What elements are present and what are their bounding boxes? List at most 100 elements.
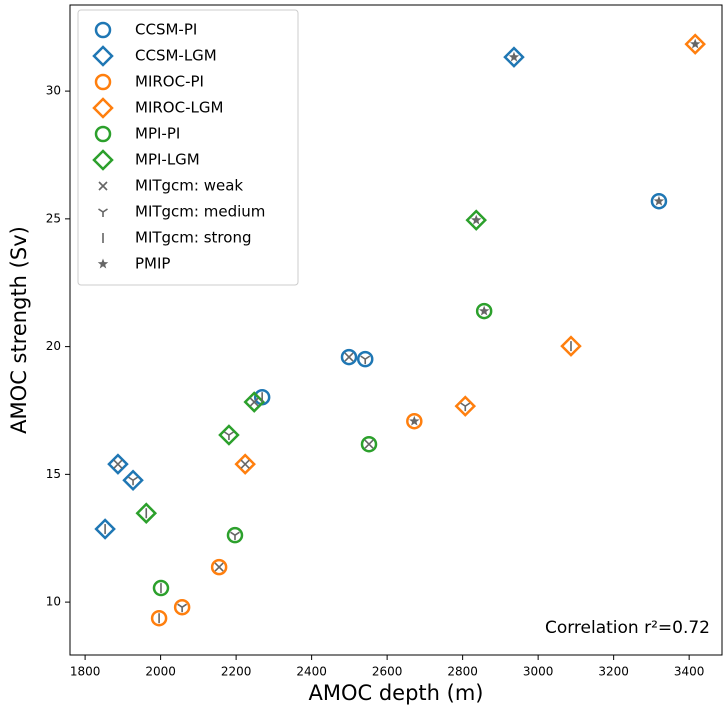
legend-marker [92, 149, 114, 171]
marker-x [364, 439, 374, 449]
marker-x [344, 352, 354, 362]
marker-x [98, 181, 108, 191]
x-tick-label: 2600 [372, 665, 403, 679]
data-point [465, 209, 487, 231]
y-tick-label: 15 [46, 467, 61, 481]
marker-star [97, 258, 109, 269]
marker-diamond [122, 469, 144, 492]
legend-label: MIROC-PI [135, 73, 204, 91]
marker-circle [340, 348, 358, 366]
marker-diamond [92, 149, 114, 171]
marker-x [240, 459, 250, 469]
marker-diamond [465, 209, 487, 231]
data-point [230, 531, 240, 541]
marker-star [470, 214, 482, 225]
marker-diamond [92, 45, 114, 67]
data-point [177, 603, 188, 613]
legend-marker [94, 125, 112, 143]
data-point [128, 476, 138, 486]
marker-star [689, 38, 701, 49]
legend-marker [98, 181, 108, 191]
marker-circle [226, 526, 244, 544]
legend-label: PMIP [135, 255, 170, 273]
y-axis-label: AMOC strength (Sv) [7, 226, 31, 434]
x-tick-label: 3400 [674, 665, 705, 679]
data-point [409, 415, 420, 426]
marker-tri [128, 476, 138, 486]
marker-circle [210, 558, 228, 576]
y-tick-label: 10 [46, 595, 61, 609]
x-tick-label: 3200 [598, 665, 629, 679]
legend-label: MPI-LGM [135, 151, 200, 169]
data-point [360, 435, 378, 453]
x-tick-label: 2400 [296, 665, 327, 679]
plot-frame [69, 4, 723, 656]
legend-label: MIROC-LGM [135, 99, 223, 117]
marker-x [214, 562, 224, 572]
data-point [460, 402, 471, 412]
data-point [243, 391, 266, 413]
legend-marker [92, 45, 114, 67]
marker-tri [177, 603, 188, 613]
data-point [226, 526, 244, 544]
x-tick-label: 2000 [145, 665, 176, 679]
data-point [689, 38, 701, 49]
data-point [340, 348, 358, 366]
annotation: Correlation r²=0.72 [545, 618, 710, 638]
marker-circle [360, 435, 378, 453]
legend-label: CCSM-PI [135, 21, 197, 39]
x-tick-label: 1800 [70, 665, 101, 679]
marker-diamond [94, 518, 116, 540]
data-point [113, 459, 123, 469]
marker-circle [475, 302, 493, 320]
data-point [650, 192, 668, 210]
data-point [150, 609, 168, 627]
legend-marker [92, 97, 114, 119]
x-tick-label: 3000 [523, 665, 554, 679]
data-point [475, 302, 493, 320]
x-tick-label: 2800 [447, 665, 478, 679]
data-point [360, 355, 371, 365]
marker-circle [94, 73, 112, 91]
marker-diamond [503, 46, 525, 68]
marker-circle [94, 21, 112, 39]
marker-diamond [218, 424, 240, 446]
legend-marker [94, 73, 112, 91]
marker-circle [94, 125, 112, 143]
marker-tri [460, 402, 471, 412]
data-point [684, 33, 706, 55]
data-point [223, 431, 234, 441]
marker-diamond [560, 335, 582, 357]
marker-diamond [454, 395, 477, 417]
data-point [503, 46, 525, 68]
data-point [135, 502, 158, 524]
legend-box [77, 9, 299, 286]
x-axis-label: AMOC depth (m) [309, 681, 484, 705]
data-point [478, 305, 490, 316]
legend-label: MPI-PI [135, 125, 180, 143]
data-point [240, 459, 250, 469]
marker-diamond [107, 453, 129, 475]
marker-circle [356, 350, 374, 368]
legend-marker [98, 208, 108, 217]
data-point [454, 395, 477, 417]
data-point [470, 214, 482, 225]
data-point [364, 439, 374, 449]
marker-tri [98, 208, 108, 217]
marker-circle [152, 579, 170, 597]
marker-circle [150, 609, 168, 627]
data-point [210, 558, 228, 576]
legend-marker [94, 21, 112, 39]
marker-diamond [234, 453, 256, 475]
data-point [94, 518, 116, 540]
data-point [249, 397, 259, 407]
marker-tri [230, 531, 240, 541]
data-point [406, 412, 423, 430]
marker-star [478, 305, 490, 316]
marker-diamond [684, 33, 706, 55]
marker-circle [650, 192, 668, 210]
y-tick-label: 30 [46, 84, 61, 98]
legend-label: MITgcm: weak [135, 177, 243, 195]
y-tick-label: 25 [46, 211, 61, 225]
